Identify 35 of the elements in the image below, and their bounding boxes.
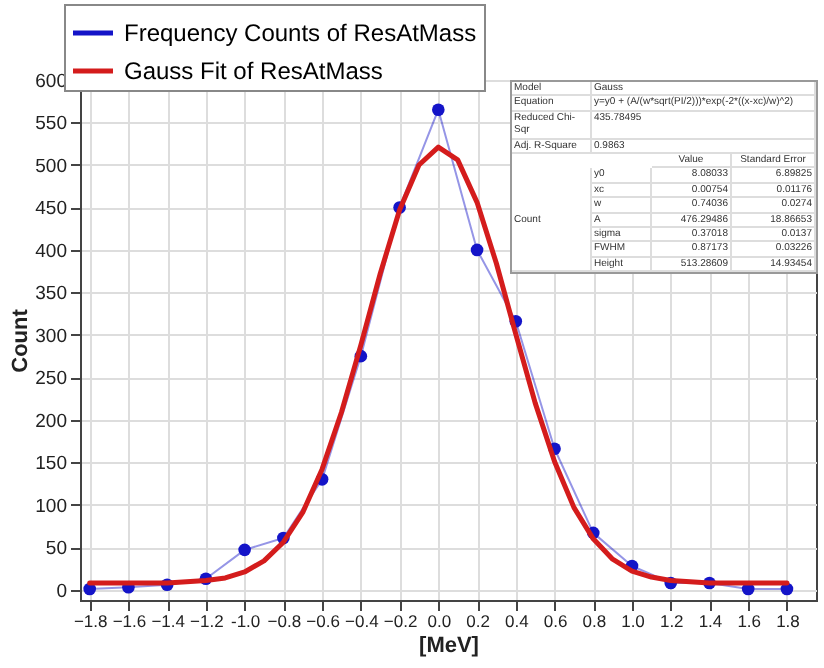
y-tick-label: 250 — [35, 368, 67, 391]
x-tick-label: −1.4 — [151, 611, 186, 631]
x-tick-label: −1.8 — [73, 611, 109, 631]
x-tick-label: 1.2 — [659, 611, 685, 631]
y-tick-label: 150 — [35, 453, 67, 476]
x-tick-label: 0.8 — [582, 611, 607, 631]
legend-label: Frequency Counts of ResAtMass — [124, 19, 477, 47]
x-tick-label: −0.8 — [267, 611, 302, 631]
y-tick-label: 550 — [35, 113, 67, 136]
x-tick-label: 0.0 — [427, 611, 452, 631]
x-tick-label: 1.6 — [737, 611, 762, 631]
x-tick-label: 1.0 — [621, 611, 646, 631]
x-tick-label: −0.2 — [383, 611, 418, 631]
legend-label: Gauss Fit of ResAtMass — [124, 57, 383, 85]
y-tick-label: 450 — [35, 198, 67, 221]
x-tick-label: 0.6 — [543, 611, 568, 631]
x-tick-label: −0.6 — [306, 611, 341, 631]
y-tick-label: 400 — [35, 240, 67, 263]
y-tick-label: 500 — [35, 155, 67, 178]
x-tick-label: 0.2 — [466, 611, 491, 631]
x-tick-label: 1.4 — [698, 611, 723, 631]
x-tick-label: −1.6 — [112, 611, 147, 631]
x-tick-label: -1.0 — [230, 611, 261, 631]
x-tick-label: 0.4 — [504, 611, 530, 631]
y-tick-label: 300 — [35, 325, 67, 348]
y-tick-label: 350 — [35, 283, 67, 306]
x-tick-label: −1.2 — [190, 611, 225, 631]
x-tick-label: 1.8 — [776, 611, 801, 631]
y-axis-title: Count — [9, 308, 34, 373]
x-tick-label: −0.4 — [345, 611, 380, 631]
y-tick-label: 200 — [35, 410, 67, 433]
y-tick-label: 0 — [56, 580, 67, 603]
y-tick-label: 100 — [35, 495, 67, 518]
y-tick-label: 50 — [45, 538, 67, 561]
x-axis-title: [MeV] — [419, 634, 480, 658]
